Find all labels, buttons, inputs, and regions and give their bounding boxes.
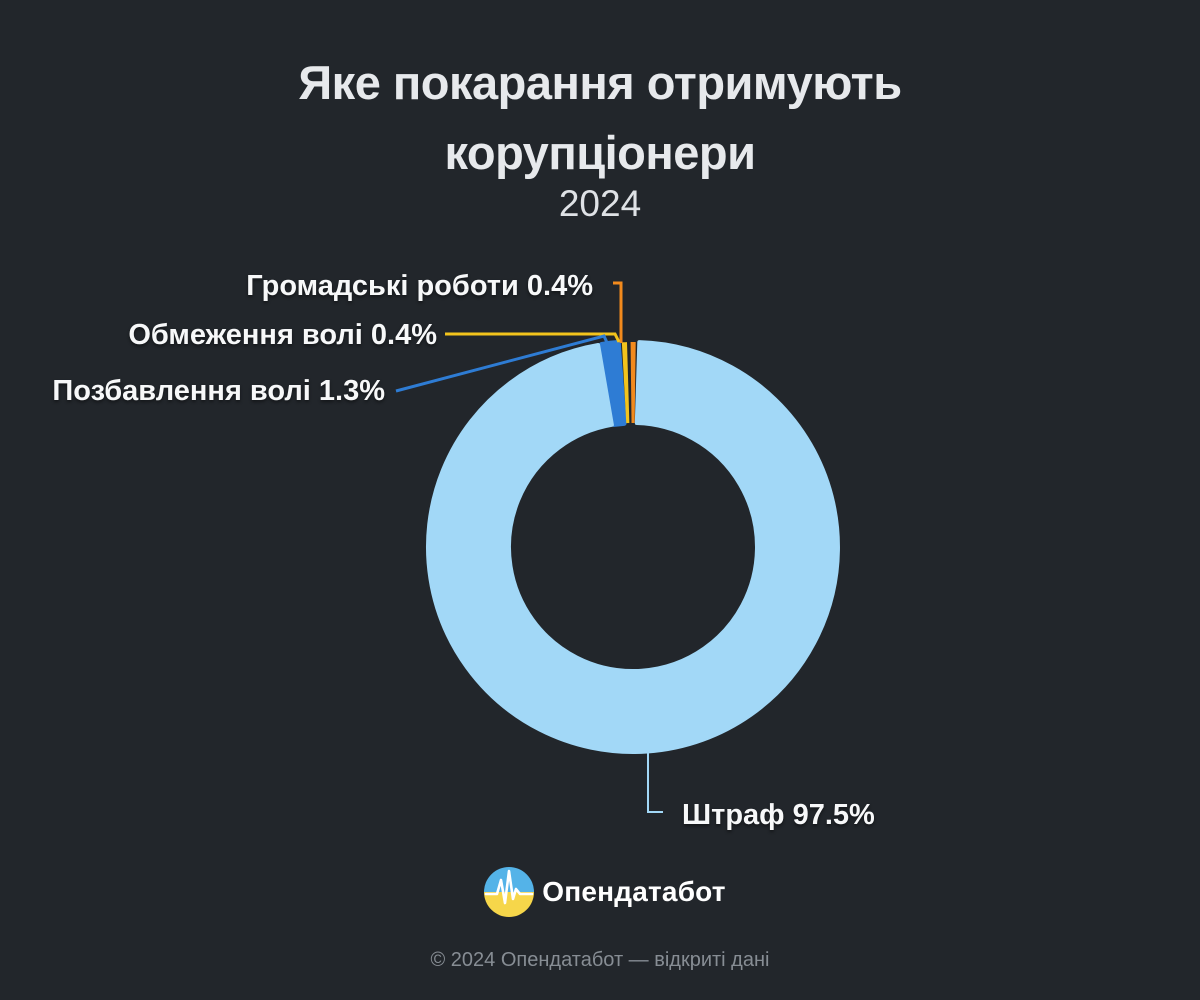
chart-year: 2024 (558, 183, 642, 224)
brand-footer: Опендатабот (0, 866, 1200, 918)
slice-community (630, 341, 636, 424)
copyright-line: © 2024 Опендатабот — відкриті дані (430, 949, 770, 971)
leader-line-restriction (445, 332, 621, 343)
leader-line-fine (647, 753, 663, 813)
leader-line-imprisonment (395, 334, 611, 393)
chart-title: Яке покарання отримують корупціонери (0, 48, 1200, 188)
brand-logo-icon (484, 867, 534, 917)
chart-title-line1: Яке покарання отримують (298, 56, 902, 109)
callout-restriction-label: Обмеження волі 0.4% (128, 319, 437, 351)
brand-name: Опендатабот (542, 876, 726, 907)
slice-restriction (621, 342, 630, 424)
leader-line-community (613, 281, 623, 343)
callout-imprisonment-label: Позбавлення волі 1.3% (52, 375, 385, 407)
chart-title-line2: корупціонери (444, 126, 756, 179)
slice-fine (425, 340, 840, 754)
callout-community-label: Громадські роботи 0.4% (246, 270, 593, 302)
donut-slices (425, 340, 840, 754)
callout-fine-label: Штраф 97.5% (682, 799, 875, 831)
callout-leader-lines (395, 281, 663, 813)
